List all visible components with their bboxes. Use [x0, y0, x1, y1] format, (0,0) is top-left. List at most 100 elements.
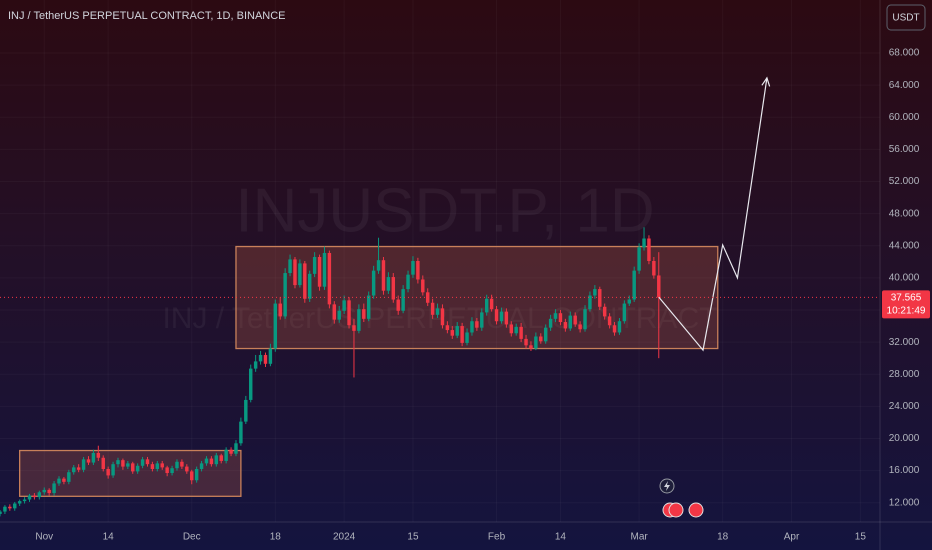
candle-body [106, 468, 110, 476]
candle-body [3, 506, 7, 512]
candle-body [347, 300, 351, 326]
candle-body [406, 274, 410, 290]
candle-body [342, 300, 346, 311]
candle-body [81, 459, 86, 470]
candle-body [160, 463, 164, 468]
candle-body [17, 501, 22, 504]
y-tick-label: 16.000 [889, 465, 920, 476]
candle-body [308, 273, 312, 299]
candle-body [519, 326, 523, 339]
candle-body [303, 263, 307, 299]
candle-body [278, 303, 282, 317]
candle-body [553, 313, 558, 319]
x-tick-label: 18 [270, 532, 282, 543]
candle-body [396, 299, 400, 311]
candle-body [475, 321, 479, 328]
y-tick-label: 56.000 [889, 144, 920, 155]
candle-body [126, 463, 130, 467]
y-tick-label: 60.000 [889, 112, 920, 123]
event-icons [659, 478, 704, 518]
y-tick-label: 40.000 [889, 273, 920, 284]
y-tick-label: 28.000 [889, 369, 920, 380]
candle-body [131, 463, 135, 472]
candle-body [165, 467, 169, 474]
candle-body [214, 455, 219, 465]
event-icon-glyph [664, 481, 670, 491]
candle-body [465, 332, 469, 343]
candle-body [249, 368, 253, 400]
candle-body [283, 273, 287, 317]
candle-body [332, 304, 337, 320]
candle-body [37, 492, 42, 498]
candle-body [234, 443, 238, 454]
candle-body [317, 256, 322, 287]
projection-arrowhead [761, 76, 771, 87]
candle-body [170, 468, 174, 474]
y-tick-label: 24.000 [889, 401, 920, 412]
candle-body [312, 256, 317, 274]
candle-body [8, 506, 12, 509]
y-tick-label: 12.000 [889, 497, 920, 508]
candle-body [529, 345, 533, 349]
candle-body [445, 325, 450, 331]
x-tick-label: Dec [183, 532, 201, 543]
y-tick-label: 64.000 [889, 80, 920, 91]
candle-body [253, 361, 258, 369]
y-tick-label: 48.000 [889, 208, 920, 219]
candle-body [617, 321, 622, 333]
event-icon[interactable] [668, 502, 684, 518]
candle-body [62, 478, 66, 482]
x-tick-label: Apr [784, 532, 800, 543]
currency-button[interactable] [886, 4, 926, 31]
candle-body [558, 313, 563, 323]
candle-body [435, 308, 440, 315]
last-price-label: 37.565 [891, 293, 922, 304]
last-price-box [882, 290, 930, 319]
candle-body [548, 318, 553, 328]
candle-body [111, 464, 115, 476]
candle-body [229, 449, 233, 454]
candle-body [219, 455, 223, 461]
candle-body [268, 348, 273, 364]
candle-body [13, 503, 17, 509]
event-icon[interactable] [688, 502, 704, 518]
candle-body [484, 298, 489, 313]
candle-body [593, 289, 597, 296]
candle-body [401, 289, 405, 311]
candle-body [534, 336, 538, 349]
y-tick-label: 52.000 [889, 176, 920, 187]
candle-body [450, 330, 455, 336]
candle-body [499, 311, 504, 322]
candle-body [298, 263, 302, 286]
candle-body [91, 452, 96, 463]
x-tick-label: 14 [103, 532, 115, 543]
candle-body [366, 295, 371, 319]
candle-body [42, 489, 46, 493]
candle-body [563, 322, 568, 329]
candle-body [57, 478, 61, 484]
x-tick-label: Nov [35, 532, 53, 543]
candle-body [376, 260, 381, 271]
candle-body [180, 461, 184, 467]
candle-body [327, 252, 332, 305]
x-tick-label: Feb [488, 532, 506, 543]
candle-body [539, 336, 543, 342]
candle-body [425, 292, 430, 303]
y-tick-label: 20.000 [889, 433, 920, 444]
candle-body [391, 277, 396, 300]
candle-body [357, 309, 361, 331]
x-tick-label: 2024 [333, 532, 356, 543]
x-tick-label: Mar [630, 532, 648, 543]
candle-body [27, 495, 32, 500]
candle-body [573, 315, 577, 325]
candle-body [273, 303, 278, 349]
candle-body [258, 354, 263, 362]
candle-body [612, 325, 617, 333]
currency-label[interactable]: USDT [892, 13, 919, 24]
candle-body [386, 277, 391, 291]
candle-body [293, 259, 297, 286]
candle-body [602, 306, 607, 317]
candle-body [175, 461, 179, 469]
